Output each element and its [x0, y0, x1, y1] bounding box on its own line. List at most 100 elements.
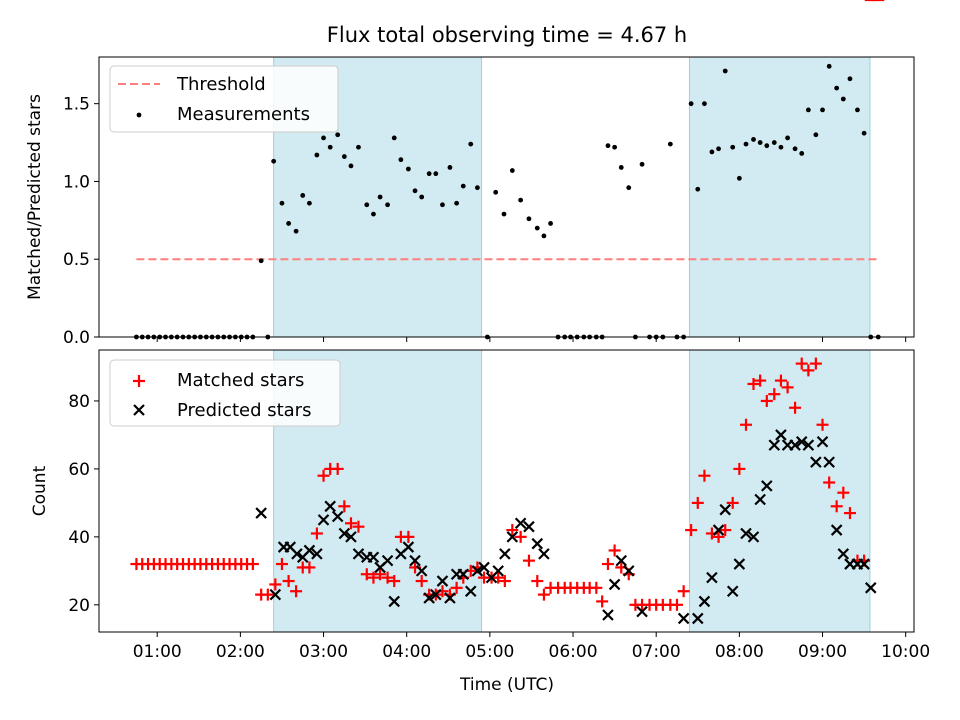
matched-star-point — [492, 571, 505, 584]
predicted-star-point — [837, 548, 850, 560]
measurement-point — [501, 211, 507, 217]
measurement-point — [792, 146, 798, 152]
measurement-point — [426, 171, 432, 177]
x-tick-label: 04:00 — [382, 642, 431, 662]
matched-star-point — [352, 520, 365, 533]
matched-star-point — [740, 418, 753, 431]
measurement-point — [341, 154, 347, 159]
measurement-point — [526, 216, 532, 222]
measurement-point — [722, 68, 728, 74]
measurement-point — [509, 168, 515, 173]
measurement-point — [834, 85, 840, 91]
matched-star-point — [774, 374, 787, 387]
bottom-y-tick-label: 60 — [68, 460, 90, 480]
measurement-point — [474, 185, 480, 191]
top-y-tick-label: 1.5 — [63, 95, 90, 115]
x-tick-label: 09:00 — [798, 642, 847, 662]
measurement-point — [716, 146, 721, 152]
legend-predicted-label: Predicted stars — [177, 400, 311, 421]
measurement-point — [493, 189, 499, 195]
measurement-point — [702, 101, 707, 107]
measurement-point — [541, 233, 547, 239]
matched-star-point — [837, 486, 850, 499]
measurement-point — [518, 197, 524, 203]
predicted-star-point — [317, 514, 330, 526]
measurement-point — [771, 140, 777, 145]
measurement-point — [279, 200, 285, 206]
legend-matched-swatch — [133, 375, 145, 387]
predicted-star-point — [698, 595, 711, 608]
measurement-point — [688, 101, 694, 107]
measurement-point — [605, 143, 611, 149]
matched-star-point — [747, 377, 760, 390]
top-y-tick-label: 0.0 — [63, 328, 90, 348]
bottom-legend: Matched stars Predicted stars — [109, 359, 341, 427]
matched-star-point — [726, 496, 739, 509]
predicted-star-point — [538, 548, 550, 560]
predicted-star-point — [415, 565, 428, 577]
x-tick-label: 01:00 — [133, 642, 182, 662]
matched-star-point — [303, 561, 316, 574]
matched-star-point — [781, 381, 794, 394]
predicted-star-point — [761, 480, 773, 492]
predicted-star-point — [367, 551, 380, 564]
matched-star-point — [514, 530, 527, 543]
measurement-point — [695, 186, 701, 192]
predicted-star-point — [338, 527, 351, 540]
predicted-star-point — [775, 429, 787, 441]
predicted-star-point — [726, 585, 739, 598]
x-tick-label: 07:00 — [632, 642, 681, 662]
predicted-star-point — [402, 541, 415, 553]
bottom-y-tick-label: 80 — [68, 392, 90, 412]
predicted-star-point — [823, 456, 835, 468]
measurement-point — [743, 141, 749, 147]
measurement-point — [419, 194, 425, 200]
measurement-point — [258, 258, 264, 264]
chart-title: Flux total observing time = 4.67 h — [327, 23, 687, 47]
measurement-point — [412, 188, 418, 194]
measurement-point — [667, 141, 673, 147]
matched-star-point — [506, 524, 519, 537]
matched-star-point — [830, 500, 843, 513]
matched-star-point — [768, 388, 781, 401]
matched-star-point — [795, 357, 808, 370]
top-y-tick-label: 1.0 — [63, 172, 90, 192]
matched-star-point — [691, 496, 704, 509]
predicted-star-point — [478, 561, 490, 574]
predicted-star-point — [754, 493, 766, 506]
legend-matched-label: Matched stars — [177, 370, 304, 391]
x-tick-label: 05:00 — [465, 642, 514, 662]
measurement-point — [468, 141, 474, 147]
matched-star-point — [338, 500, 351, 513]
measurement-point — [293, 228, 299, 234]
bottom-axes-frame — [98, 349, 915, 633]
predicted-star-point — [768, 439, 781, 451]
x-axis-label: Time (UTC) — [459, 675, 554, 695]
predicted-star-point — [291, 548, 303, 560]
predicted-star-point — [706, 571, 718, 584]
predicted-star-point — [324, 500, 336, 513]
measurement-point — [820, 107, 825, 113]
measurement-point — [405, 166, 411, 172]
top-axes-frame — [98, 56, 915, 338]
matched-star-point — [381, 571, 394, 584]
matched-star-point — [596, 595, 609, 608]
measurement-point — [307, 200, 312, 206]
measurement-point — [840, 96, 846, 102]
measurement-point — [314, 152, 320, 158]
predicted-star-point — [436, 575, 449, 587]
measurement-point — [861, 130, 867, 136]
measurement-point — [300, 193, 306, 198]
predicted-stars-points — [255, 429, 877, 625]
measurement-point — [736, 175, 742, 181]
bottom-y-axis-label: Count — [30, 465, 50, 516]
predicted-star-point — [615, 554, 628, 567]
matched-star-point — [246, 558, 259, 571]
measurement-point — [855, 107, 860, 113]
legend-measurements-swatch — [136, 112, 142, 118]
predicted-star-point — [747, 531, 760, 543]
measurement-point — [757, 140, 763, 145]
measurement-point — [709, 149, 715, 155]
predicted-star-point — [269, 588, 282, 601]
predicted-star-point — [602, 609, 614, 621]
